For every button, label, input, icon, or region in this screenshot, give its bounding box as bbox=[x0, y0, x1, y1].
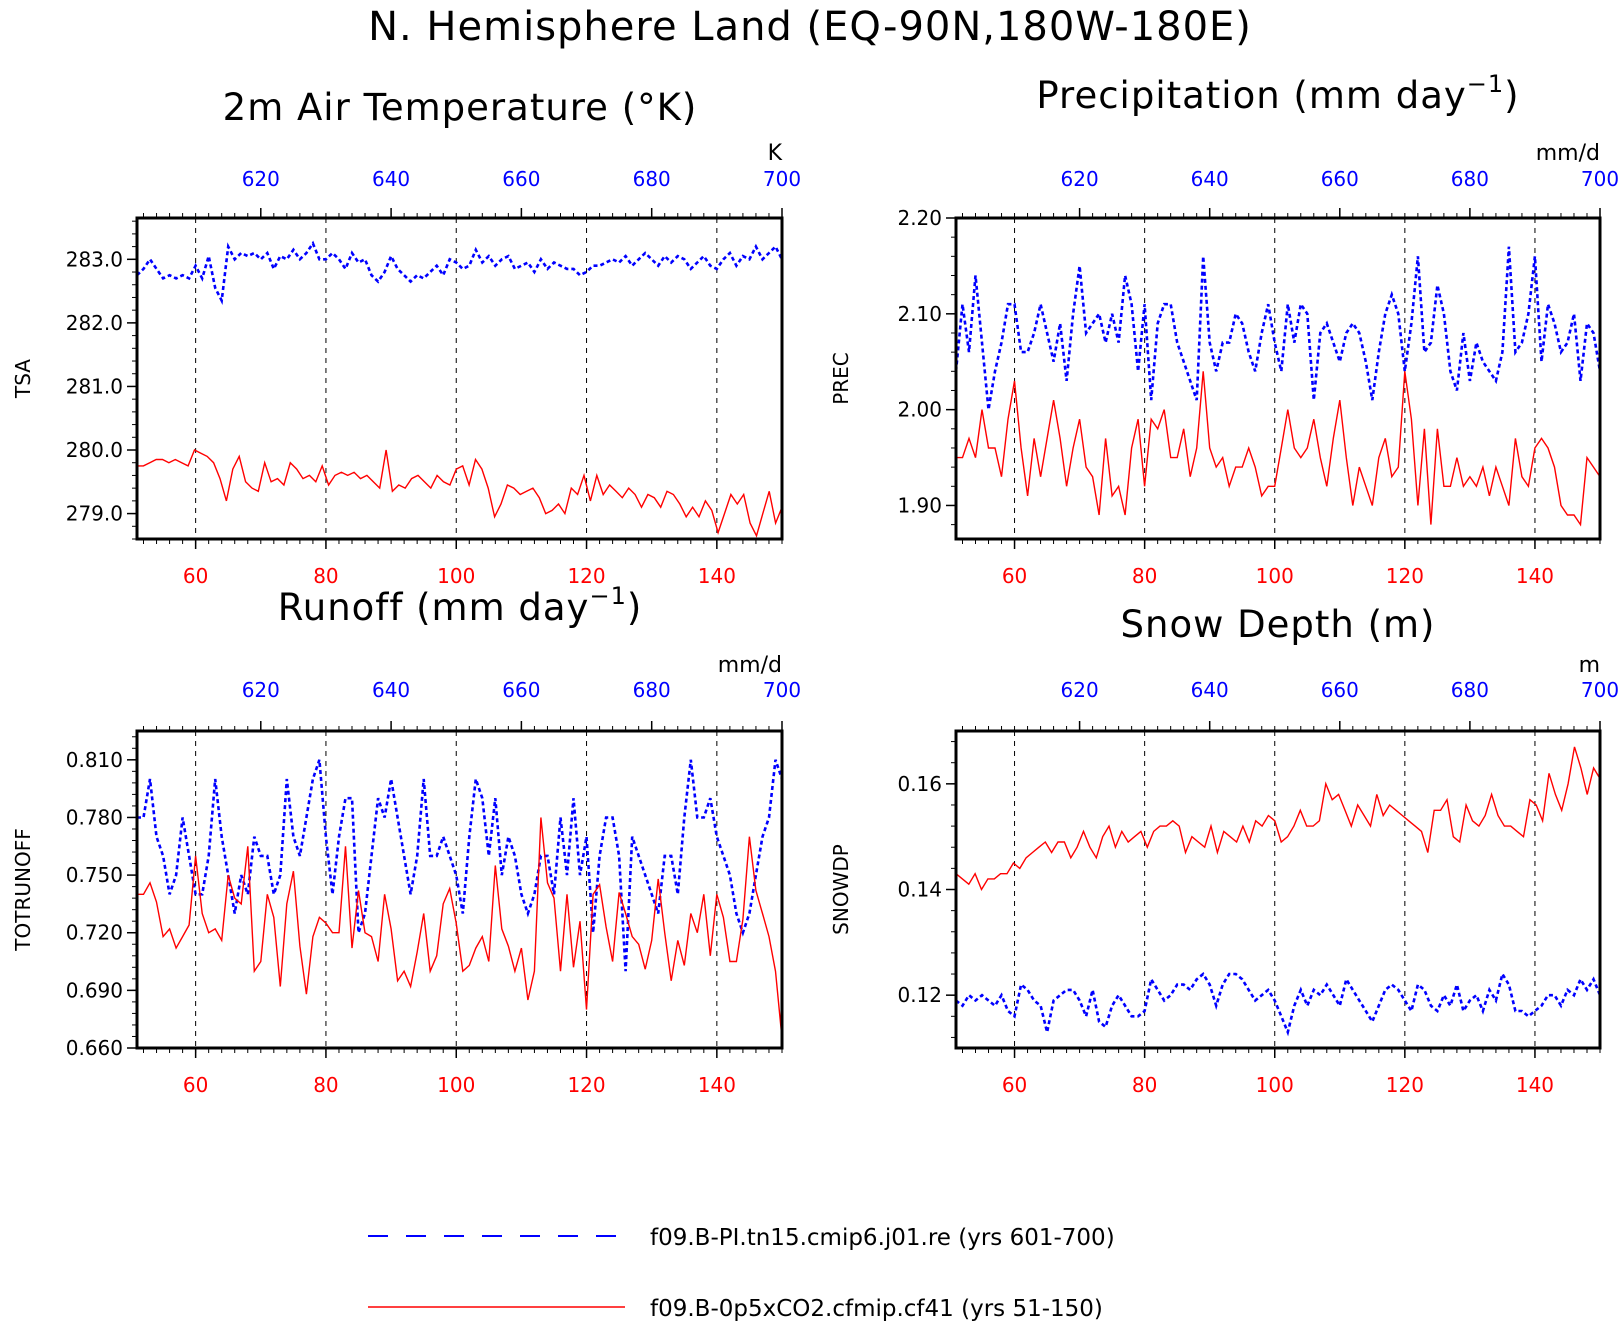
x-tick-label-bottom: 140 bbox=[1516, 564, 1554, 588]
x-tick-label-top: 700 bbox=[763, 678, 801, 702]
y-tick-label: 0.14 bbox=[897, 878, 942, 902]
x-tick-label-bottom: 60 bbox=[183, 564, 208, 588]
y-tick-label: 280.0 bbox=[66, 438, 123, 462]
x-tick-label-top: 640 bbox=[372, 678, 410, 702]
plot-frame bbox=[954, 216, 1602, 541]
y-tick-label: 279.0 bbox=[66, 502, 123, 526]
x-tick-label-bottom: 80 bbox=[1132, 1073, 1157, 1097]
y-axis-label: SNOWDP bbox=[829, 844, 853, 935]
x-tick-label-top: 660 bbox=[502, 678, 540, 702]
y-tick-label: 0.810 bbox=[66, 748, 123, 772]
x-tick-label-bottom: 100 bbox=[1256, 1073, 1294, 1097]
x-tick-label-bottom: 140 bbox=[698, 564, 736, 588]
plot-frame bbox=[135, 729, 784, 1050]
x-tick-label-bottom: 80 bbox=[313, 1073, 338, 1097]
y-tick-label: 0.720 bbox=[66, 921, 123, 945]
y-tick-label: 0.660 bbox=[66, 1036, 123, 1060]
legend-label: f09.B-0p5xCO2.cfmip.cf41 (yrs 51-150) bbox=[650, 1296, 1103, 1322]
x-tick-label-bottom: 120 bbox=[567, 1073, 605, 1097]
x-tick-label-top: 700 bbox=[763, 167, 801, 191]
panel-title: Precipitation (mm day−1) bbox=[1036, 70, 1519, 117]
panel-tsa: 2m Air Temperature (°K) K TSA 60 80 100 120 140… bbox=[11, 86, 801, 588]
plot-frame bbox=[954, 729, 1602, 1050]
figure-title: N. Hemisphere Land (EQ-90N,180W-180E) bbox=[368, 4, 1252, 50]
y-axis-label: TSA bbox=[11, 359, 35, 399]
y-tick-label: 282.0 bbox=[66, 311, 123, 335]
y-tick-label: 283.0 bbox=[66, 247, 123, 271]
series-line-experiment bbox=[956, 371, 1600, 527]
series-line-control bbox=[956, 246, 1600, 410]
x-tick-label-bottom: 60 bbox=[183, 1073, 208, 1097]
plot-frame bbox=[135, 216, 784, 541]
x-tick-label-top: 700 bbox=[1581, 167, 1619, 191]
x-tick-label-top: 700 bbox=[1581, 678, 1619, 702]
units-label: mm/d bbox=[1536, 141, 1600, 166]
panel-prec: Precipitation (mm day−1) mm/d PREC 60 80 100 1… bbox=[829, 70, 1619, 588]
x-tick-label-top: 680 bbox=[1451, 678, 1489, 702]
series-line-control bbox=[956, 970, 1600, 1037]
x-tick-label-top: 680 bbox=[633, 678, 671, 702]
x-tick-label-bottom: 80 bbox=[1132, 564, 1157, 588]
x-tick-label-top: 620 bbox=[242, 678, 280, 702]
y-tick-label: 0.750 bbox=[66, 863, 123, 887]
legend: f09.B-PI.tn15.cmip6.j01.re (yrs 601-700)… bbox=[368, 1225, 1115, 1322]
x-tick-label-bottom: 80 bbox=[313, 564, 338, 588]
y-tick-label: 0.690 bbox=[66, 978, 123, 1002]
y-axis-label: PREC bbox=[829, 352, 853, 405]
y-tick-label: 0.16 bbox=[897, 772, 942, 796]
panels: 2m Air Temperature (°K) K TSA 60 80 100 120 140… bbox=[11, 70, 1619, 1097]
x-tick-label-bottom: 60 bbox=[1002, 1073, 1027, 1097]
x-tick-label-bottom: 60 bbox=[1002, 564, 1027, 588]
units-label: K bbox=[768, 141, 783, 166]
x-tick-label-top: 620 bbox=[1061, 167, 1099, 191]
series-line-control bbox=[137, 759, 782, 972]
x-tick-label-bottom: 120 bbox=[1386, 1073, 1424, 1097]
legend-label: f09.B-PI.tn15.cmip6.j01.re (yrs 601-700) bbox=[650, 1225, 1115, 1251]
x-tick-label-bottom: 100 bbox=[437, 1073, 475, 1097]
panel-title: Runoff (mm day−1) bbox=[278, 582, 643, 629]
x-tick-label-top: 680 bbox=[633, 167, 671, 191]
x-tick-label-bottom: 120 bbox=[567, 564, 605, 588]
y-axis-label: TOTRUNOFF bbox=[11, 828, 35, 951]
units-label: m bbox=[1579, 653, 1600, 678]
series-line-experiment bbox=[956, 746, 1600, 892]
y-tick-label: 1.90 bbox=[897, 493, 942, 517]
y-tick-label: 0.780 bbox=[66, 805, 123, 829]
x-tick-label-top: 660 bbox=[1321, 167, 1359, 191]
x-tick-label-top: 660 bbox=[502, 167, 540, 191]
panel-snowdp: Snow Depth (m) m SNOWDP 60 80 100 120 140 620 640… bbox=[829, 603, 1619, 1097]
x-tick-label-bottom: 100 bbox=[437, 564, 475, 588]
units-label: mm/d bbox=[718, 653, 782, 678]
x-tick-label-top: 680 bbox=[1451, 167, 1489, 191]
panel-title: Snow Depth (m) bbox=[1121, 603, 1436, 646]
y-tick-label: 2.20 bbox=[897, 206, 942, 230]
x-tick-label-top: 640 bbox=[1191, 678, 1229, 702]
y-tick-label: 2.00 bbox=[897, 398, 942, 422]
series-line-experiment bbox=[137, 449, 782, 538]
y-tick-label: 0.12 bbox=[897, 983, 942, 1007]
panel-title: 2m Air Temperature (°K) bbox=[223, 86, 698, 129]
x-tick-label-top: 640 bbox=[1191, 167, 1229, 191]
x-tick-label-top: 620 bbox=[1061, 678, 1099, 702]
y-tick-label: 2.10 bbox=[897, 302, 942, 326]
x-tick-label-top: 620 bbox=[242, 167, 280, 191]
x-tick-label-bottom: 140 bbox=[1516, 1073, 1554, 1097]
panel-totrunoff: Runoff (mm day−1) mm/d TOTRUNOFF 60 80 100 120… bbox=[11, 582, 801, 1097]
series-line-experiment bbox=[137, 817, 782, 1039]
series-line-control bbox=[137, 240, 782, 305]
x-tick-label-bottom: 140 bbox=[698, 1073, 736, 1097]
y-tick-label: 281.0 bbox=[66, 374, 123, 398]
x-tick-label-top: 660 bbox=[1321, 678, 1359, 702]
x-tick-label-bottom: 100 bbox=[1256, 564, 1294, 588]
x-tick-label-bottom: 120 bbox=[1386, 564, 1424, 588]
x-tick-label-top: 640 bbox=[372, 167, 410, 191]
